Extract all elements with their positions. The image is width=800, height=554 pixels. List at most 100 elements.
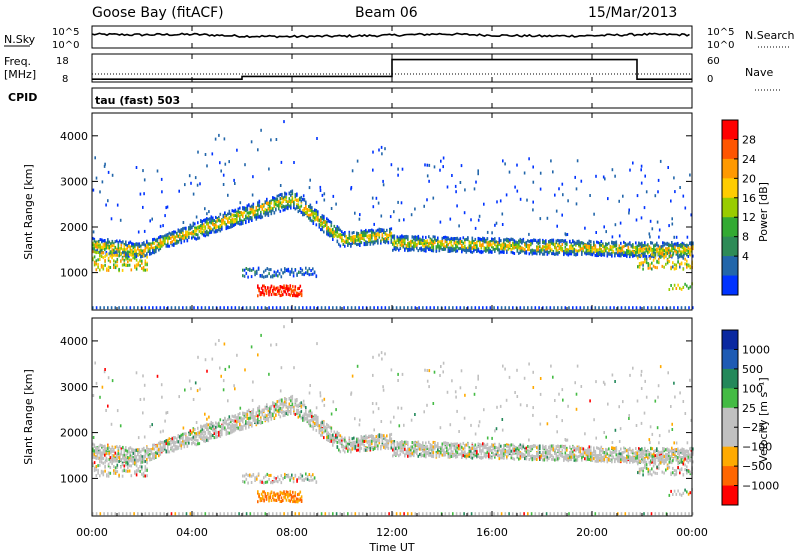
- velocity-echo-mark: [320, 421, 322, 425]
- power-echo-mark: [153, 249, 156, 252]
- power-echo-mark: [600, 249, 603, 253]
- power-echo-mark: [354, 237, 357, 241]
- power-echo-mark: [513, 246, 516, 250]
- power-echo-mark: [594, 248, 597, 252]
- power-echo-mark: [464, 240, 466, 244]
- velocity-echo-mark: [110, 447, 112, 451]
- velocity-echo-mark: [281, 402, 283, 406]
- power-echo-mark: [626, 243, 628, 247]
- velocity-echo-mark: [197, 442, 199, 446]
- velocity-echo-mark: [279, 415, 282, 419]
- power-echo-mark: [682, 256, 685, 260]
- velocity-echo-mark: [93, 449, 96, 453]
- power-echo-mark: [182, 233, 184, 237]
- power-echo-mark: [278, 194, 280, 198]
- power-echo-mark: [327, 218, 330, 222]
- power-echo-mark: [564, 239, 567, 243]
- velocity-echo-mark: [357, 440, 360, 444]
- power-echo-mark: [410, 242, 412, 246]
- velocity-echo-mark: [116, 453, 118, 457]
- power-echo-mark: [452, 244, 454, 248]
- power-echo-mark: [114, 260, 117, 264]
- power-echo-mark: [137, 261, 140, 265]
- velocity-echo-mark: [93, 443, 96, 447]
- power-echo-mark: [209, 226, 211, 230]
- power-echo-mark: [283, 289, 285, 293]
- power-echo-mark: [186, 234, 189, 238]
- power-echo-mark: [108, 246, 111, 250]
- power-echo-mark: [530, 250, 532, 254]
- power-echo-mark: [126, 244, 129, 247]
- power-echo-mark: [515, 240, 517, 244]
- power-echo-mark: [650, 254, 652, 258]
- power-echo-mark: [519, 251, 522, 254]
- noise-right-label: N.Search: [745, 29, 795, 42]
- power-echo-mark: [488, 249, 490, 253]
- velocity-echo-mark: [174, 444, 177, 448]
- power-echo-mark: [284, 208, 286, 212]
- velocity-echo-mark: [134, 453, 136, 457]
- power-echo-mark: [377, 238, 379, 242]
- power-echo-mark: [393, 234, 396, 238]
- power-echo-mark: [223, 306, 225, 310]
- velocity-echo-mark: [354, 442, 357, 446]
- power-echo-mark: [185, 230, 187, 234]
- power-echo-mark: [638, 253, 640, 257]
- power-echo-mark: [298, 306, 300, 310]
- power-echo-mark: [317, 212, 319, 216]
- power-echo-mark: [237, 207, 240, 211]
- power-echo-mark: [674, 245, 676, 249]
- power-echo-mark: [318, 225, 321, 229]
- power-echo-mark: [537, 239, 540, 243]
- velocity-echo-mark: [95, 449, 97, 453]
- power-echo-mark: [399, 306, 402, 310]
- power-echo-mark: [501, 223, 504, 226]
- power-echo-mark: [471, 236, 474, 240]
- power-echo-mark: [159, 238, 162, 242]
- velocity-echo-mark: [260, 410, 262, 414]
- power-echo-mark: [677, 306, 679, 310]
- power-echo-mark: [245, 271, 248, 275]
- velocity-echo-mark: [230, 431, 232, 435]
- power-echo-mark: [686, 259, 688, 263]
- power-echo-mark: [279, 197, 282, 201]
- power-echo-mark: [446, 185, 449, 189]
- power-echo-mark: [639, 249, 642, 253]
- power-echo-mark: [350, 306, 353, 310]
- power-echo-mark: [258, 215, 261, 219]
- velocity-echo-mark: [210, 420, 213, 424]
- power-echo-mark: [380, 241, 382, 245]
- velocity-echo-mark: [246, 422, 249, 426]
- power-echo-mark: [468, 240, 471, 244]
- power-echo-mark: [572, 306, 574, 310]
- power-echo-mark: [657, 190, 659, 194]
- power-echo-mark: [294, 285, 297, 289]
- power-echo-mark: [488, 243, 490, 247]
- power-echo-mark: [236, 148, 238, 152]
- power-echo-mark: [362, 231, 364, 235]
- power-echo-mark: [419, 240, 421, 244]
- power-echo-mark: [251, 204, 253, 208]
- power-echo-mark: [97, 251, 99, 254]
- power-echo-mark: [327, 233, 330, 237]
- power-echo-mark: [569, 245, 571, 249]
- power-echo-mark: [628, 211, 630, 215]
- power-echo-mark: [462, 248, 465, 252]
- velocity-echo-mark: [104, 448, 106, 452]
- power-echo-mark: [459, 181, 462, 184]
- power-echo-mark: [437, 238, 439, 242]
- velocity-echo-mark: [354, 445, 357, 449]
- power-echo-mark: [296, 273, 298, 277]
- power-echo-mark: [152, 238, 154, 242]
- power-echo-mark: [259, 293, 262, 297]
- velocity-echo-mark: [215, 436, 217, 439]
- power-echo-mark: [612, 241, 615, 245]
- velocity-echo-mark: [215, 429, 217, 433]
- power-echo-mark: [474, 244, 477, 248]
- frequency-panel: Freq. [MHz] 18 8 60 0 Nave CPID: [4, 53, 780, 104]
- power-echo-mark: [354, 306, 357, 310]
- power-echo-mark: [341, 230, 343, 234]
- power-echo-mark: [93, 247, 96, 251]
- velocity-echo-mark: [194, 442, 196, 446]
- power-echo-mark: [497, 246, 499, 250]
